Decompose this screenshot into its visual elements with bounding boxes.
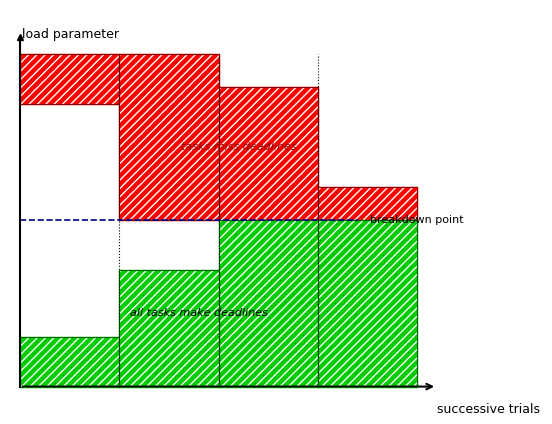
Text: successive trials: successive trials: [437, 403, 540, 416]
Text: all tasks make deadlines: all tasks make deadlines: [130, 308, 268, 318]
Text: breakdown point: breakdown point: [369, 215, 463, 225]
Text: tasks miss deadlines: tasks miss deadlines: [181, 142, 296, 152]
Text: load parameter: load parameter: [22, 28, 119, 41]
